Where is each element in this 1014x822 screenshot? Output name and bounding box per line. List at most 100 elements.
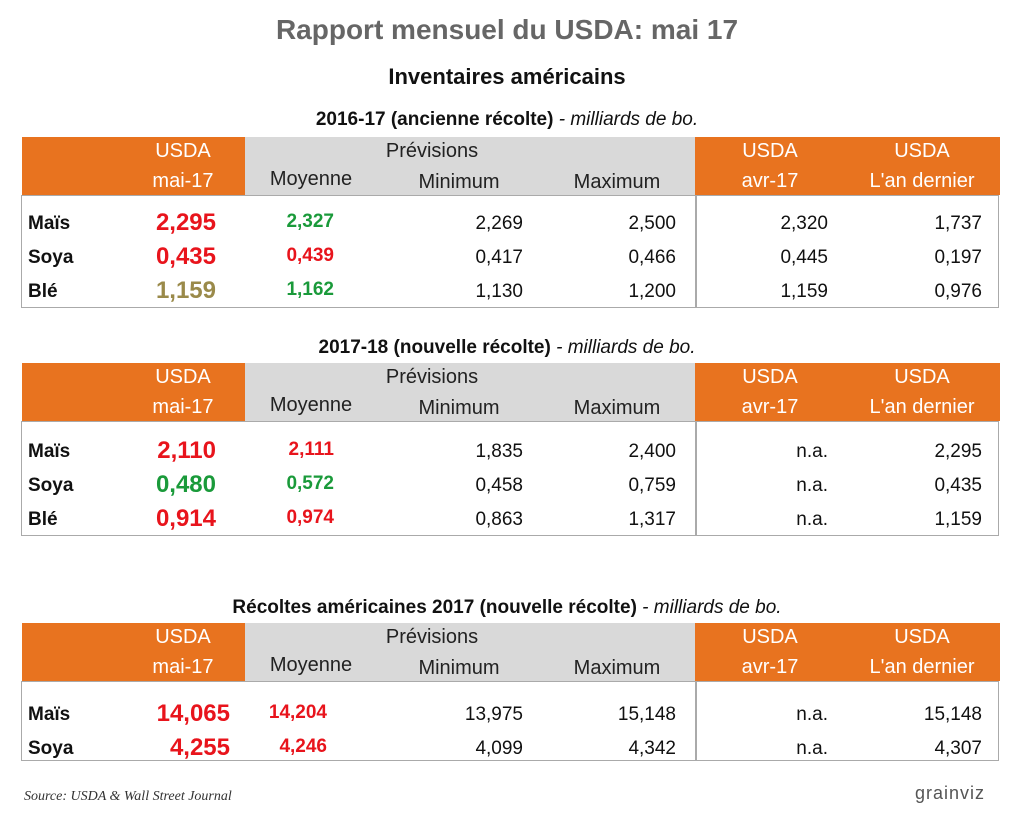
minimum-value: 1,835 — [475, 441, 523, 462]
header-cell: USDA — [155, 626, 211, 648]
previous-value: 2,320 — [780, 213, 828, 234]
usda-value: 0,480 — [155, 471, 216, 498]
header-cell: USDA — [742, 140, 798, 162]
header-cell: Minimum — [418, 171, 500, 193]
header-orange — [695, 623, 1000, 681]
header-cell: L'an dernier — [869, 656, 975, 678]
usda-value: 1,159 — [155, 277, 216, 304]
previous-value: 1,159 — [780, 281, 828, 302]
header-orange — [695, 363, 1000, 421]
caption-italic: - milliards de bo. — [553, 109, 699, 130]
header-cell: mai-17 — [152, 396, 214, 418]
average-value: 4,246 — [279, 736, 327, 757]
caption-bold: 2016-17 (ancienne récolte) — [315, 109, 554, 130]
maximum-value: 2,400 — [628, 441, 676, 462]
average-value: 14,204 — [268, 702, 327, 723]
logo: grainviz — [915, 783, 986, 803]
header-cell: Prévisions — [385, 366, 479, 388]
minimum-value: 13,975 — [464, 704, 523, 725]
header-cell: Minimum — [418, 397, 500, 419]
average-value: 0,974 — [286, 507, 334, 528]
caption-bold: 2017-18 (nouvelle récolte) — [318, 337, 551, 358]
last-year-value: 1,159 — [934, 509, 982, 530]
caption: 2016-17 (ancienne récolte) - milliards d… — [0, 110, 1014, 129]
header-orange — [22, 623, 245, 681]
minimum-value: 1,130 — [475, 281, 523, 302]
row-label: Soya — [28, 475, 74, 496]
average-value: 2,327 — [286, 211, 334, 232]
header-orange — [695, 137, 1000, 195]
minimum-value: 0,417 — [475, 247, 523, 268]
average-value: 0,439 — [286, 245, 334, 266]
header-cell: USDA — [742, 626, 798, 648]
usda-value: 2,295 — [155, 209, 216, 236]
usda-value: 2,110 — [157, 437, 216, 464]
average-value: 1,162 — [286, 279, 334, 300]
header-cell: Moyenne — [269, 168, 353, 190]
last-year-value: 0,435 — [934, 475, 982, 496]
usda-value: 0,435 — [155, 243, 216, 270]
divider — [695, 195, 697, 308]
table-body — [21, 195, 999, 308]
header-orange — [22, 363, 245, 421]
last-year-value: 15,148 — [923, 704, 982, 725]
previous-value: n.a. — [796, 509, 828, 530]
row-label: Blé — [28, 281, 58, 302]
header-cell: avr-17 — [741, 170, 799, 192]
header-gray — [245, 137, 695, 195]
table-body — [21, 421, 999, 536]
header-orange — [22, 137, 245, 195]
previous-value: 0,445 — [780, 247, 828, 268]
last-year-value: 0,976 — [934, 281, 982, 302]
maximum-value: 1,317 — [628, 509, 676, 530]
last-year-value: 2,295 — [934, 441, 982, 462]
last-year-value: 0,197 — [934, 247, 982, 268]
header-cell: avr-17 — [741, 396, 799, 418]
caption-bold: Récoltes américaines 2017 (nouvelle réco… — [232, 597, 637, 618]
header-cell: USDA — [894, 140, 950, 162]
average-value: 2,111 — [288, 439, 334, 460]
header-cell: USDA — [894, 366, 950, 388]
row-label: Soya — [28, 247, 74, 268]
header-gray — [245, 363, 695, 421]
row-label: Maïs — [28, 213, 71, 234]
header-cell: USDA — [155, 140, 211, 162]
header-gray — [245, 623, 695, 681]
average-value: 0,572 — [286, 473, 334, 494]
header-cell: avr-17 — [741, 656, 799, 678]
maximum-value: 0,466 — [628, 247, 676, 268]
header-cell: Prévisions — [385, 140, 479, 162]
header-cell: Moyenne — [269, 394, 353, 416]
last-year-value: 1,737 — [934, 213, 982, 234]
minimum-value: 4,099 — [475, 738, 523, 759]
row-label: Maïs — [28, 704, 71, 725]
header-cell: USDA — [742, 366, 798, 388]
row-label: Blé — [28, 509, 58, 530]
maximum-value: 0,759 — [628, 475, 676, 496]
usda-value: 14,065 — [156, 700, 230, 727]
header-cell: mai-17 — [152, 656, 214, 678]
header-cell: L'an dernier — [869, 396, 975, 418]
previous-value: n.a. — [796, 704, 828, 725]
minimum-value: 2,269 — [475, 213, 523, 234]
maximum-value: 15,148 — [617, 704, 676, 725]
title: Rapport mensuel du USDA: mai 17 — [275, 14, 739, 45]
usda-value: 0,914 — [155, 505, 216, 532]
minimum-value: 0,863 — [475, 509, 523, 530]
row-label: Soya — [28, 738, 74, 759]
usda-value: 4,255 — [169, 734, 230, 761]
header-cell: Moyenne — [269, 654, 353, 676]
maximum-value: 1,200 — [628, 281, 676, 302]
source: Source: USDA & Wall Street Journal — [24, 789, 232, 804]
caption: Récoltes américaines 2017 (nouvelle réco… — [0, 598, 1014, 617]
header-cell: L'an dernier — [869, 170, 975, 192]
previous-value: n.a. — [796, 441, 828, 462]
caption-italic: - milliards de bo. — [636, 597, 782, 618]
header-cell: Minimum — [418, 657, 500, 679]
previous-value: n.a. — [796, 475, 828, 496]
subtitle: Inventaires américains — [388, 64, 626, 89]
previous-value: n.a. — [796, 738, 828, 759]
divider — [695, 421, 697, 536]
header-cell: Maximum — [573, 171, 661, 193]
